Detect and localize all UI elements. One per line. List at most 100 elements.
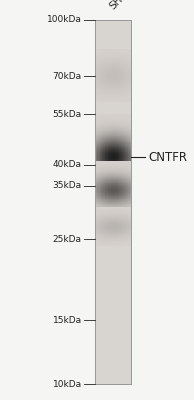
Bar — [100, 76, 101, 77]
Bar — [104, 193, 105, 194]
Bar — [131, 197, 132, 198]
Bar — [122, 165, 123, 166]
Bar — [131, 139, 132, 140]
Bar — [112, 100, 113, 101]
Bar — [112, 176, 113, 177]
Bar — [130, 139, 131, 140]
Bar — [114, 145, 115, 146]
Bar — [130, 79, 131, 80]
Bar — [117, 168, 118, 169]
Bar — [130, 236, 131, 237]
Bar — [122, 203, 123, 204]
Bar — [97, 177, 98, 178]
Bar — [124, 140, 125, 141]
Bar — [114, 196, 115, 197]
Bar — [117, 170, 118, 171]
Bar — [128, 54, 129, 55]
Bar — [122, 199, 123, 200]
Bar — [131, 177, 132, 178]
Bar — [127, 77, 129, 78]
Bar — [108, 87, 109, 88]
Bar — [128, 211, 129, 212]
Bar — [115, 184, 116, 185]
Bar — [97, 222, 98, 223]
Bar — [121, 202, 122, 203]
Bar — [126, 177, 127, 178]
Bar — [99, 185, 100, 186]
Bar — [124, 216, 125, 217]
Bar — [117, 129, 118, 130]
Bar — [101, 75, 102, 76]
Bar — [111, 144, 112, 145]
Bar — [127, 70, 128, 71]
Bar — [100, 136, 101, 137]
Bar — [124, 148, 125, 149]
Bar — [124, 193, 125, 194]
Bar — [117, 126, 118, 127]
Bar — [116, 180, 118, 181]
Bar — [95, 192, 96, 193]
Bar — [115, 117, 116, 118]
Bar — [123, 138, 124, 139]
Bar — [96, 65, 97, 66]
Bar — [127, 184, 128, 185]
Bar — [120, 85, 121, 86]
Bar — [119, 83, 120, 84]
Bar — [109, 227, 110, 228]
Bar — [97, 179, 98, 180]
Bar — [109, 68, 110, 70]
Bar — [114, 178, 115, 179]
Bar — [104, 204, 105, 205]
Bar — [112, 192, 113, 193]
Bar — [97, 223, 98, 224]
Bar — [118, 146, 119, 148]
Bar — [115, 165, 116, 166]
Bar — [115, 181, 116, 182]
Bar — [110, 52, 111, 53]
Bar — [116, 198, 117, 199]
Bar — [105, 179, 106, 180]
Bar — [107, 206, 108, 207]
Bar — [108, 208, 109, 209]
Bar — [116, 117, 117, 118]
Bar — [95, 139, 96, 140]
Bar — [121, 57, 122, 58]
Bar — [122, 132, 123, 133]
Bar — [102, 170, 103, 171]
Bar — [100, 70, 101, 71]
Bar — [106, 135, 107, 136]
Bar — [97, 174, 98, 175]
Bar — [112, 206, 113, 207]
Bar — [111, 183, 112, 184]
Bar — [100, 172, 101, 174]
Bar — [113, 174, 114, 175]
Bar — [102, 118, 103, 119]
Bar — [122, 218, 123, 219]
Bar — [100, 206, 101, 207]
Bar — [102, 115, 103, 116]
Bar — [126, 222, 127, 223]
Bar — [113, 161, 115, 162]
Bar — [108, 128, 109, 129]
Bar — [114, 135, 115, 136]
Bar — [111, 190, 112, 191]
Bar — [109, 149, 110, 150]
Bar — [97, 166, 98, 167]
Bar — [127, 193, 129, 194]
Bar — [129, 214, 130, 216]
Bar — [127, 76, 128, 77]
Bar — [112, 182, 113, 183]
Bar — [123, 214, 124, 216]
Bar — [117, 213, 118, 214]
Bar — [116, 143, 118, 144]
Bar — [117, 166, 118, 167]
Bar — [97, 230, 98, 231]
Bar — [116, 214, 117, 215]
Bar — [113, 62, 114, 63]
Bar — [111, 210, 112, 211]
Bar — [115, 178, 116, 179]
Bar — [105, 193, 107, 194]
Bar — [124, 100, 125, 101]
Bar — [105, 68, 106, 70]
Bar — [116, 96, 117, 97]
